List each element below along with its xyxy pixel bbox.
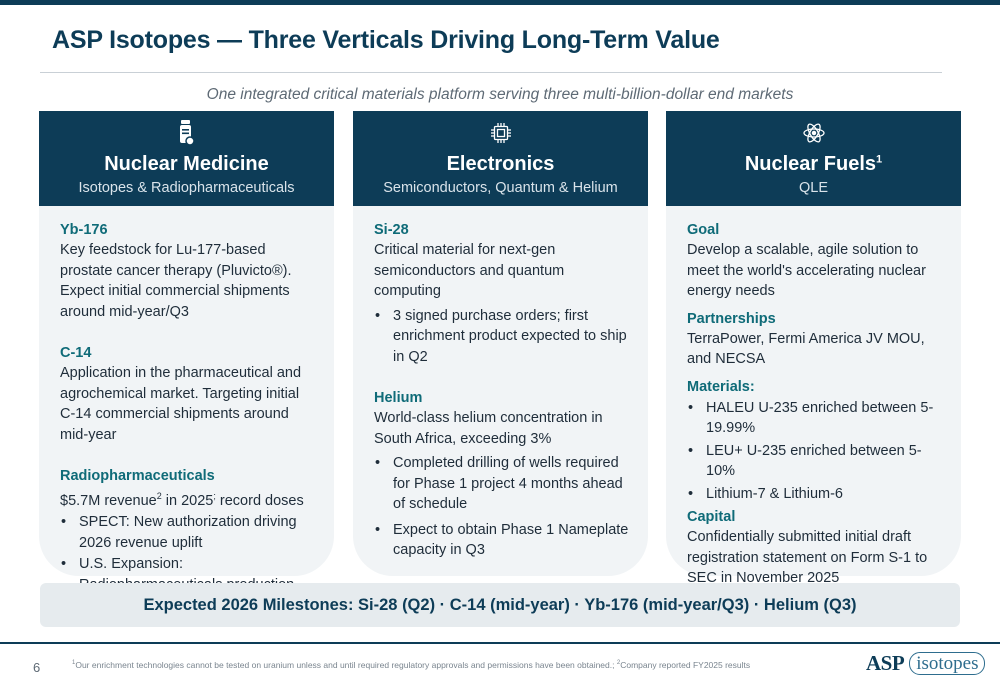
milestones-banner: Expected 2026 Milestones: Si-28 (Q2) · C… [40, 583, 960, 627]
footer-divider [0, 642, 1000, 644]
bullet-list-si28: 3 signed purchase orders; first enrichme… [374, 306, 632, 368]
section-title-radiopharmaceuticals: Radiopharmaceuticals [60, 468, 215, 484]
column-heading: Electronics [446, 153, 555, 175]
section-title-helium: Helium [374, 390, 423, 406]
footnote-mark: 2 [156, 491, 162, 501]
footnote-text-2: Company reported FY2025 results [620, 660, 751, 670]
section-text-radiopharmaceuticals: $5.7M revenue2 in 2025; record doses [60, 486, 318, 511]
section-text-goal: Develop a scalable, agile solution to me… [687, 242, 926, 299]
list-item: LEU+ U-235 enriched between 5-10% [687, 441, 945, 482]
column-header: Nuclear Medicine Isotopes & Radiopharmac… [39, 111, 334, 206]
column-header: Electronics Semiconductors, Quantum & He… [353, 111, 648, 206]
list-item: Expect to obtain Phase 1 Nameplate capac… [374, 520, 632, 561]
column-body: Si-28 Critical material for next-gen sem… [353, 206, 648, 576]
column-nuclear-fuels: Nuclear Fuels1 QLE Goal Develop a scalab… [666, 111, 961, 586]
list-item: Lithium-7 & Lithium-6 [687, 484, 945, 505]
top-accent-bar [0, 0, 1000, 5]
section-title-goal: Goal [687, 222, 720, 238]
list-item: Completed drilling of wells required for… [374, 453, 632, 515]
medicine-vial-icon [39, 119, 334, 147]
column-heading: Nuclear Medicine [104, 153, 269, 175]
section-title-capital: Capital [687, 509, 736, 525]
logo-wordmark-isotopes: isotopes [909, 651, 986, 675]
bullet-list-materials: HALEU U-235 enriched between 5-19.99% LE… [687, 398, 945, 505]
section-title-materials: Materials: [687, 378, 755, 395]
doses-text: record doses [215, 492, 304, 509]
footnote-mark: 1 [876, 153, 883, 166]
section-text-capital: Confidentially submitted initial draft r… [687, 529, 928, 586]
section-text-si28: Critical material for next-gen semicondu… [374, 242, 565, 299]
year-text: in 2025 [161, 492, 214, 509]
list-item: 3 signed purchase orders; first enrichme… [374, 306, 632, 368]
heading-text: Nuclear Fuels [744, 153, 877, 175]
page-subtitle: One integrated critical materials platfo… [206, 86, 794, 103]
chip-icon [353, 119, 648, 147]
list-item: SPECT: New authorization driving 2026 re… [60, 512, 318, 553]
logo-wordmark-asp: ASP [866, 650, 905, 675]
section-text-yb176: Key feedstock for Lu-177-based prostate … [60, 242, 292, 320]
section-title-partnerships: Partnerships [687, 310, 776, 327]
column-nuclear-medicine: Nuclear Medicine Isotopes & Radiopharmac… [39, 111, 334, 613]
column-subheading: QLE [798, 180, 828, 196]
company-logo: ASP isotopes [866, 650, 986, 676]
page-number: 6 [33, 660, 41, 675]
list-item: HALEU U-235 enriched between 5-19.99% [687, 398, 945, 439]
section-text-helium: World-class helium concentration in Sout… [374, 410, 603, 447]
page-title: ASP Isotopes — Three Verticals Driving L… [52, 26, 720, 54]
footnote-mark: ; [213, 491, 216, 501]
footnote-mark: 2 [616, 660, 621, 667]
title-divider [40, 72, 942, 73]
section-text-c14: Application in the pharmaceutical and ag… [60, 365, 302, 443]
section-title-yb176: Yb-176 [60, 222, 108, 238]
section-text-partnerships: TerraPower, Fermi America JV MOU, and NE… [687, 330, 925, 368]
bullet-list-helium: Completed drilling of wells required for… [374, 453, 632, 561]
footnote-text-1: Our enrichment technologies cannot be te… [75, 660, 617, 670]
atom-icon [666, 119, 961, 147]
revenue-text: $5.7M revenue [60, 492, 157, 509]
footnote-mark: 1 [72, 660, 76, 667]
column-heading: Nuclear Fuels1 [666, 153, 961, 176]
column-header: Nuclear Fuels1 QLE [666, 111, 961, 206]
column-subheading: Isotopes & Radiopharmaceuticals [78, 180, 295, 196]
column-body: Yb-176 Key feedstock for Lu-177-based pr… [39, 206, 334, 613]
column-subheading: Semiconductors, Quantum & Helium [383, 180, 618, 196]
section-title-c14: C-14 [60, 345, 92, 361]
column-body: Goal Develop a scalable, agile solution … [666, 206, 961, 586]
section-title-si28: Si-28 [374, 222, 409, 238]
footnote: 1Our enrichment technologies cannot be t… [72, 660, 750, 670]
column-electronics: Electronics Semiconductors, Quantum & He… [353, 111, 648, 576]
